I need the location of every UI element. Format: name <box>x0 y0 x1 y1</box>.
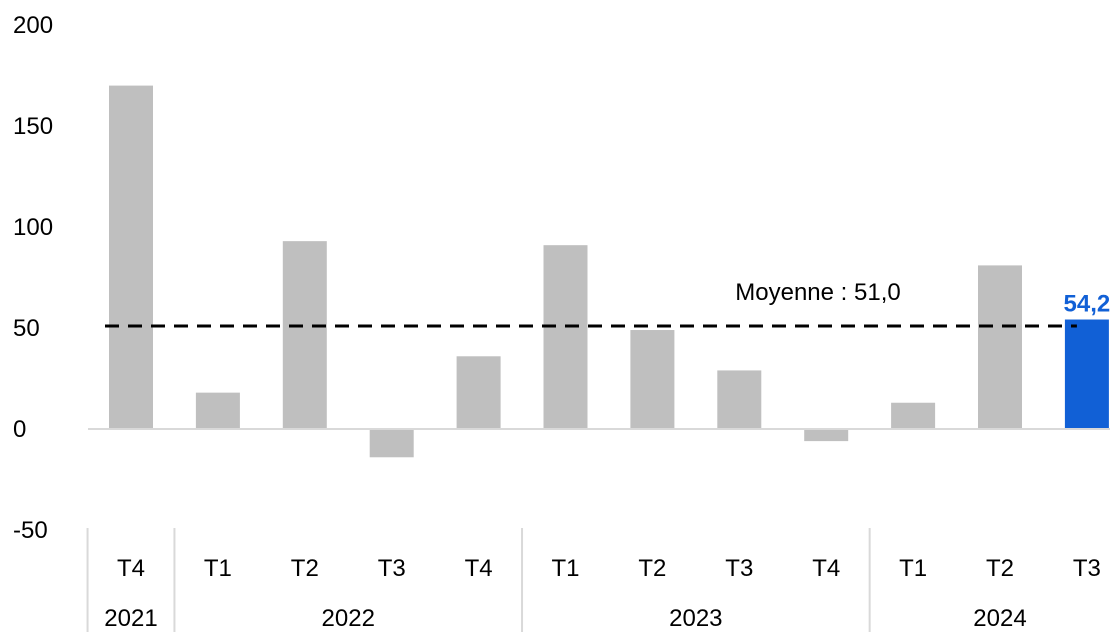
bar <box>804 429 849 442</box>
x-tick-label: T4 <box>465 555 493 582</box>
y-tick-label: 150 <box>13 113 53 140</box>
bars <box>109 85 1109 458</box>
bar <box>195 392 240 429</box>
x-axis: T4 T1 T2 T3 T4 T1 T2 T3 T4 T1 T2 T3 2021 2022 2023 2024 <box>86 528 1101 632</box>
x-tick-label: T2 <box>986 555 1014 582</box>
bar <box>978 265 1022 429</box>
bar <box>369 429 414 458</box>
y-tick-label: -50 <box>13 517 48 544</box>
bar <box>456 356 501 429</box>
year-label: 2024 <box>973 605 1026 632</box>
highlight-value-label: 54,2 <box>1064 291 1111 318</box>
year-label: 2021 <box>104 605 157 632</box>
y-axis-ticks: 200 150 100 50 0 -50 <box>13 12 53 544</box>
x-tick-label: T4 <box>812 555 840 582</box>
bar <box>282 241 327 429</box>
x-tick-label: T3 <box>378 555 406 582</box>
average-label: Moyenne : 51,0 <box>735 279 900 306</box>
x-tick-label: T1 <box>551 555 579 582</box>
x-tick-label: T1 <box>899 555 927 582</box>
bar <box>543 245 588 429</box>
x-tick-label: T3 <box>1073 555 1101 582</box>
y-tick-label: 0 <box>13 416 26 443</box>
x-tick-label: T3 <box>725 555 753 582</box>
y-tick-label: 200 <box>13 12 53 39</box>
x-tick-label: T2 <box>291 555 319 582</box>
x-tick-label: T2 <box>638 555 666 582</box>
x-tick-label: T4 <box>117 555 145 582</box>
bar <box>891 402 936 429</box>
bar <box>717 370 762 429</box>
bar-highlight <box>1064 319 1109 429</box>
y-tick-label: 100 <box>13 214 53 241</box>
bar <box>630 330 675 429</box>
bar <box>109 85 153 429</box>
year-label: 2022 <box>322 605 375 632</box>
x-tick-label: T1 <box>204 555 232 582</box>
y-tick-label: 50 <box>13 315 40 342</box>
year-label: 2023 <box>669 605 722 632</box>
